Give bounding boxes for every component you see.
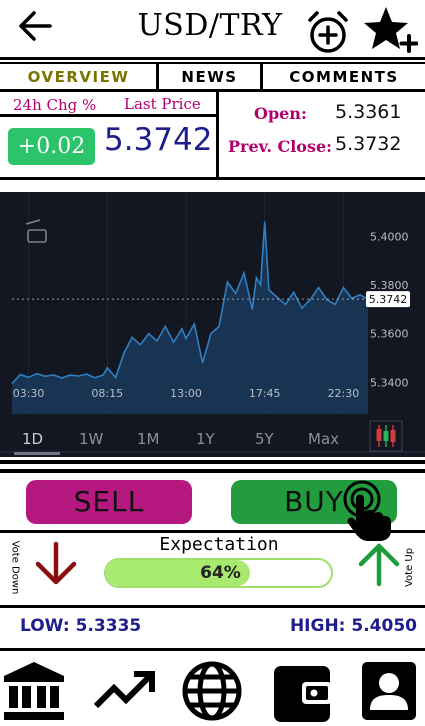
divider bbox=[0, 605, 425, 608]
divider bbox=[0, 469, 425, 473]
x-tick-label: 03:30 bbox=[13, 387, 45, 400]
open-value: 5.3361 bbox=[335, 101, 402, 123]
divider bbox=[0, 177, 425, 180]
back-button[interactable] bbox=[14, 6, 58, 46]
arrow-down-icon bbox=[35, 541, 77, 585]
candlestick-icon[interactable] bbox=[369, 420, 403, 452]
nav-markets[interactable] bbox=[2, 660, 66, 722]
arrow-up-icon bbox=[358, 543, 400, 587]
change-label: 24h Chg % bbox=[13, 96, 97, 114]
last-price-label: Last Price bbox=[124, 95, 201, 113]
trending-up-icon bbox=[93, 671, 155, 709]
x-tick-label: 13:00 bbox=[170, 387, 202, 400]
vote-down-label: Vote Down bbox=[9, 540, 21, 595]
range-1m[interactable]: 1M bbox=[137, 430, 160, 448]
tab-overview[interactable]: OVERVIEW bbox=[27, 68, 130, 86]
open-label: Open: bbox=[254, 104, 307, 123]
price-tag-label: 5.3742 bbox=[369, 293, 408, 306]
add-favorite-button[interactable] bbox=[362, 4, 419, 56]
nav-wallet[interactable] bbox=[272, 660, 336, 722]
range-1y[interactable]: 1Y bbox=[196, 430, 215, 448]
divider bbox=[0, 57, 425, 60]
vote-down-button[interactable] bbox=[32, 540, 80, 588]
range-max[interactable]: Max bbox=[308, 430, 340, 448]
top-bar: USD/TRY bbox=[0, 0, 425, 58]
divider bbox=[156, 62, 159, 92]
tab-comments[interactable]: COMMENTS bbox=[289, 68, 399, 86]
divider bbox=[0, 530, 425, 533]
divider bbox=[0, 62, 425, 64]
wallet-icon bbox=[274, 666, 332, 722]
page-title: USD/TRY bbox=[137, 8, 283, 43]
range-1d[interactable]: 1D bbox=[22, 430, 44, 448]
tap-hand-icon bbox=[343, 480, 391, 541]
price-chart[interactable]: 5.3400 5.3600 5.3800 5.4000 03:30 08:15 13:00 1… bbox=[0, 192, 425, 457]
expectation-bar: 64% bbox=[104, 558, 333, 588]
divider bbox=[216, 90, 219, 180]
expectation-percent: 64% bbox=[200, 563, 241, 583]
high-value: HIGH: 5.4050 bbox=[289, 616, 417, 636]
x-tick-label: 17:45 bbox=[249, 387, 281, 400]
range-1w[interactable]: 1W bbox=[79, 430, 104, 448]
expectation-title: Expectation bbox=[159, 534, 279, 555]
divider bbox=[0, 114, 218, 117]
vote-up-button[interactable] bbox=[355, 540, 403, 588]
last-price-value: 5.3742 bbox=[104, 122, 213, 158]
vote-up-label: Vote Up bbox=[404, 547, 416, 588]
y-tick-label: 5.3600 bbox=[370, 328, 409, 341]
divider bbox=[260, 62, 263, 92]
compare-icon[interactable] bbox=[25, 219, 47, 243]
prev-close-value: 5.3732 bbox=[335, 133, 402, 155]
nav-trends[interactable] bbox=[92, 660, 156, 722]
divider bbox=[0, 648, 425, 651]
y-tick-label: 5.3800 bbox=[370, 279, 409, 292]
active-range-underline bbox=[14, 452, 60, 455]
nav-world[interactable] bbox=[180, 660, 244, 722]
nav-account[interactable] bbox=[360, 660, 424, 722]
sell-button[interactable]: SELL bbox=[26, 480, 192, 524]
x-tick-label: 08:15 bbox=[91, 387, 123, 400]
alarm-add-icon bbox=[308, 11, 348, 53]
star-add-icon bbox=[364, 7, 419, 53]
price-area bbox=[12, 221, 368, 414]
price-chart-plot: 5.3400 5.3600 5.3800 5.4000 03:30 08:15 13:00 1… bbox=[0, 192, 425, 455]
globe-icon bbox=[182, 661, 242, 721]
account-icon bbox=[362, 662, 416, 720]
range-5y[interactable]: 5Y bbox=[255, 430, 274, 448]
tab-bar: OVERVIEW NEWS COMMENTS bbox=[0, 60, 425, 92]
y-tick-label: 5.4000 bbox=[370, 230, 409, 243]
low-value: LOW: 5.3335 bbox=[20, 616, 142, 636]
prev-close-label: Prev. Close: bbox=[228, 137, 333, 156]
bank-icon bbox=[4, 662, 64, 720]
tab-news[interactable]: NEWS bbox=[181, 68, 238, 86]
change-badge: +0.02 bbox=[8, 128, 95, 165]
expectation-fill bbox=[106, 560, 250, 586]
add-alarm-button[interactable] bbox=[304, 9, 352, 55]
arrow-left-icon bbox=[19, 11, 52, 41]
x-tick-label: 22:30 bbox=[328, 387, 360, 400]
y-tick-label: 5.3400 bbox=[370, 376, 409, 389]
divider bbox=[0, 460, 425, 464]
price-line bbox=[11, 221, 369, 385]
price-tag bbox=[366, 291, 410, 308]
divider bbox=[0, 89, 425, 92]
